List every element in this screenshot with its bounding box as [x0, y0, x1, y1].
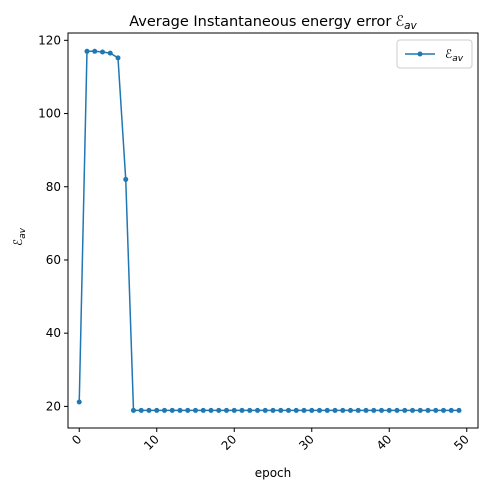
data-point: [130, 407, 136, 413]
axes-frame: [67, 32, 479, 429]
data-point: [92, 48, 98, 54]
data-point: [363, 407, 369, 413]
data-point: [169, 407, 175, 413]
data-point: [231, 407, 237, 413]
data-point: [394, 407, 400, 413]
data-point: [254, 407, 260, 413]
data-point: [115, 55, 121, 61]
data-point: [448, 407, 454, 413]
data-point: [332, 407, 338, 413]
data-point: [239, 407, 245, 413]
legend-label: ℰav: [445, 47, 464, 64]
x-tick-label: 0: [69, 432, 84, 447]
data-point: [402, 407, 408, 413]
data-point: [200, 407, 206, 413]
y-tick-label: 120: [38, 33, 61, 47]
data-point: [223, 407, 229, 413]
chart-title: Average Instantaneous energy error ℰav: [129, 14, 417, 32]
x-tick-label: 40: [374, 432, 395, 453]
data-point: [208, 407, 214, 413]
y-tick-label: 100: [38, 107, 61, 121]
data-point: [216, 407, 222, 413]
data-point: [84, 48, 90, 54]
data-point: [262, 407, 268, 413]
data-point: [317, 407, 323, 413]
series-layer: [76, 48, 462, 413]
x-axis-label: epoch: [255, 466, 292, 480]
data-point: [177, 407, 183, 413]
data-point: [123, 176, 129, 182]
data-point: [441, 407, 447, 413]
x-axis: 0 10 20 30 40 50: [69, 428, 472, 453]
x-tick-label: 20: [219, 432, 240, 453]
data-point: [286, 407, 292, 413]
data-point: [309, 407, 315, 413]
data-point: [425, 407, 431, 413]
data-point: [379, 407, 385, 413]
data-point: [340, 407, 346, 413]
data-point: [107, 50, 113, 56]
x-tick-label: 30: [296, 432, 317, 453]
data-point: [386, 407, 392, 413]
data-point: [185, 407, 191, 413]
data-point: [324, 407, 330, 413]
data-point: [247, 407, 253, 413]
data-point: [433, 407, 439, 413]
data-point: [301, 407, 307, 413]
y-tick-label: 60: [46, 253, 61, 267]
legend: ℰav: [396, 39, 473, 69]
data-point: [456, 407, 462, 413]
data-point: [138, 407, 144, 413]
data-point: [192, 407, 198, 413]
x-tick-label: 10: [141, 432, 162, 453]
y-tick-label: 40: [46, 326, 61, 340]
plot-area: 0 10 20 30 40 50 20 40 60 80 100 120: [38, 32, 479, 453]
data-point: [161, 407, 167, 413]
data-point: [278, 407, 284, 413]
y-tick-label: 80: [46, 180, 61, 194]
legend-marker: [417, 51, 423, 57]
data-point: [355, 407, 361, 413]
data-point: [410, 407, 416, 413]
data-point: [417, 407, 423, 413]
y-axis-label: ℰav: [11, 227, 28, 246]
data-point: [154, 407, 160, 413]
data-point: [76, 399, 82, 405]
series-line: [78, 50, 460, 412]
x-tick-label: 50: [451, 432, 472, 453]
data-point: [270, 407, 276, 413]
y-axis: 20 40 60 80 100 120: [38, 33, 68, 413]
data-point: [146, 407, 152, 413]
y-tick-label: 20: [46, 399, 61, 413]
data-point: [371, 407, 377, 413]
data-point: [293, 407, 299, 413]
data-point: [99, 49, 105, 55]
data-point: [348, 407, 354, 413]
